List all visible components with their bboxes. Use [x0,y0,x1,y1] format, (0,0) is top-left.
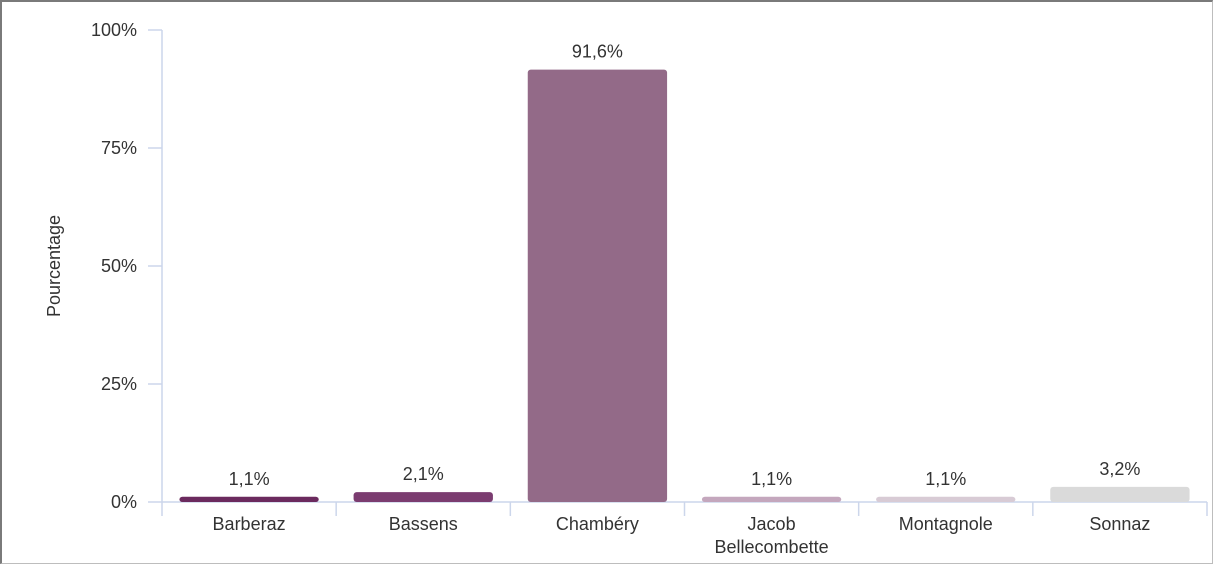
data-label: 1,1% [925,469,966,489]
y-tick-label: 50% [101,256,137,276]
x-tick-label: Barberaz [213,514,286,534]
data-label: 3,2% [1099,459,1140,479]
data-labels: 1,1% 2,1% 91,6% 1,1% 1,1% 3,2% [229,42,1141,489]
bar[interactable] [179,496,319,502]
bar[interactable] [353,492,493,502]
x-axis: Barberaz Bassens Chambéry Jacob Bellecombett… [161,501,1208,557]
x-tick-label: Sonnaz [1089,514,1150,534]
bar[interactable] [876,496,1016,502]
bars [179,69,1190,502]
data-label: 2,1% [403,464,444,484]
bar[interactable] [701,496,842,502]
y-tick-label: 75% [101,138,137,158]
x-tick-label: Jacob Bellecombette [715,514,829,557]
y-tick-label: 0% [111,492,137,512]
y-axis: 0% 25% 50% 75% 100% [91,20,163,512]
y-axis-title: Pourcentage [44,215,64,317]
bar[interactable] [527,69,668,502]
y-tick-label: 25% [101,374,137,394]
x-tick-label: Bassens [389,514,458,534]
bar[interactable] [1050,486,1190,502]
data-label: 91,6% [572,42,623,62]
data-label: 1,1% [751,469,792,489]
x-tick-label: Montagnole [899,514,993,534]
x-tick-label: Chambéry [556,514,639,534]
y-tick-label: 100% [91,20,137,40]
data-label: 1,1% [229,469,270,489]
